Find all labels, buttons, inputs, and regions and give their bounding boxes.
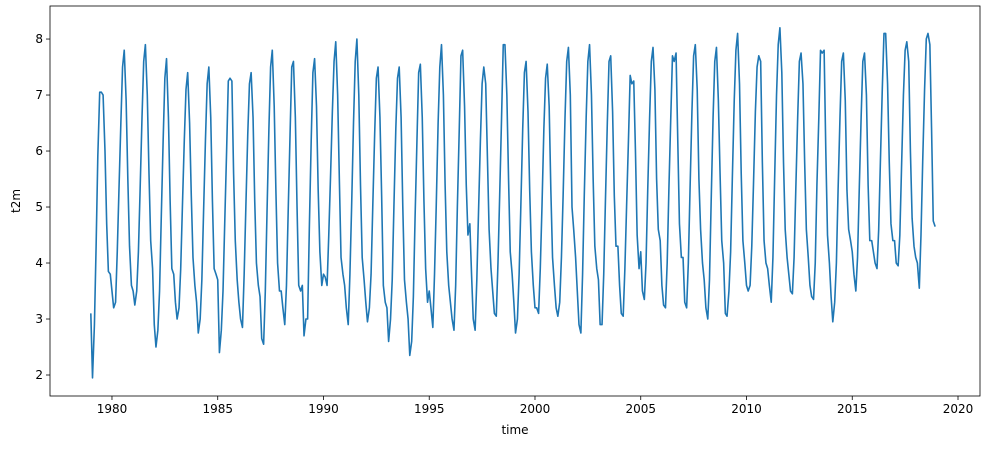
- x-tick-label: 1980: [97, 402, 128, 416]
- x-tick-label: 2020: [943, 402, 974, 416]
- x-tick-label: 1985: [202, 402, 233, 416]
- plot-frame: [49, 5, 981, 397]
- x-tick-label: 2010: [731, 402, 762, 416]
- data-line: [90, 27, 936, 379]
- y-tick-label: 3: [35, 312, 43, 326]
- x-tick-label: 2005: [625, 402, 656, 416]
- x-tick-label: 1995: [414, 402, 445, 416]
- y-tick-label: 2: [35, 368, 43, 382]
- y-tick-label: 6: [35, 144, 43, 158]
- x-tick-label: 1990: [308, 402, 339, 416]
- y-tick-label: 5: [35, 200, 43, 214]
- x-tick-label: 2015: [837, 402, 868, 416]
- x-axis-label: time: [501, 423, 528, 437]
- y-axis-label: t2m: [9, 189, 23, 213]
- y-tick-label: 8: [35, 32, 43, 46]
- y-tick-label: 7: [35, 88, 43, 102]
- x-tick-label: 2000: [520, 402, 551, 416]
- y-tick-label: 4: [35, 256, 43, 270]
